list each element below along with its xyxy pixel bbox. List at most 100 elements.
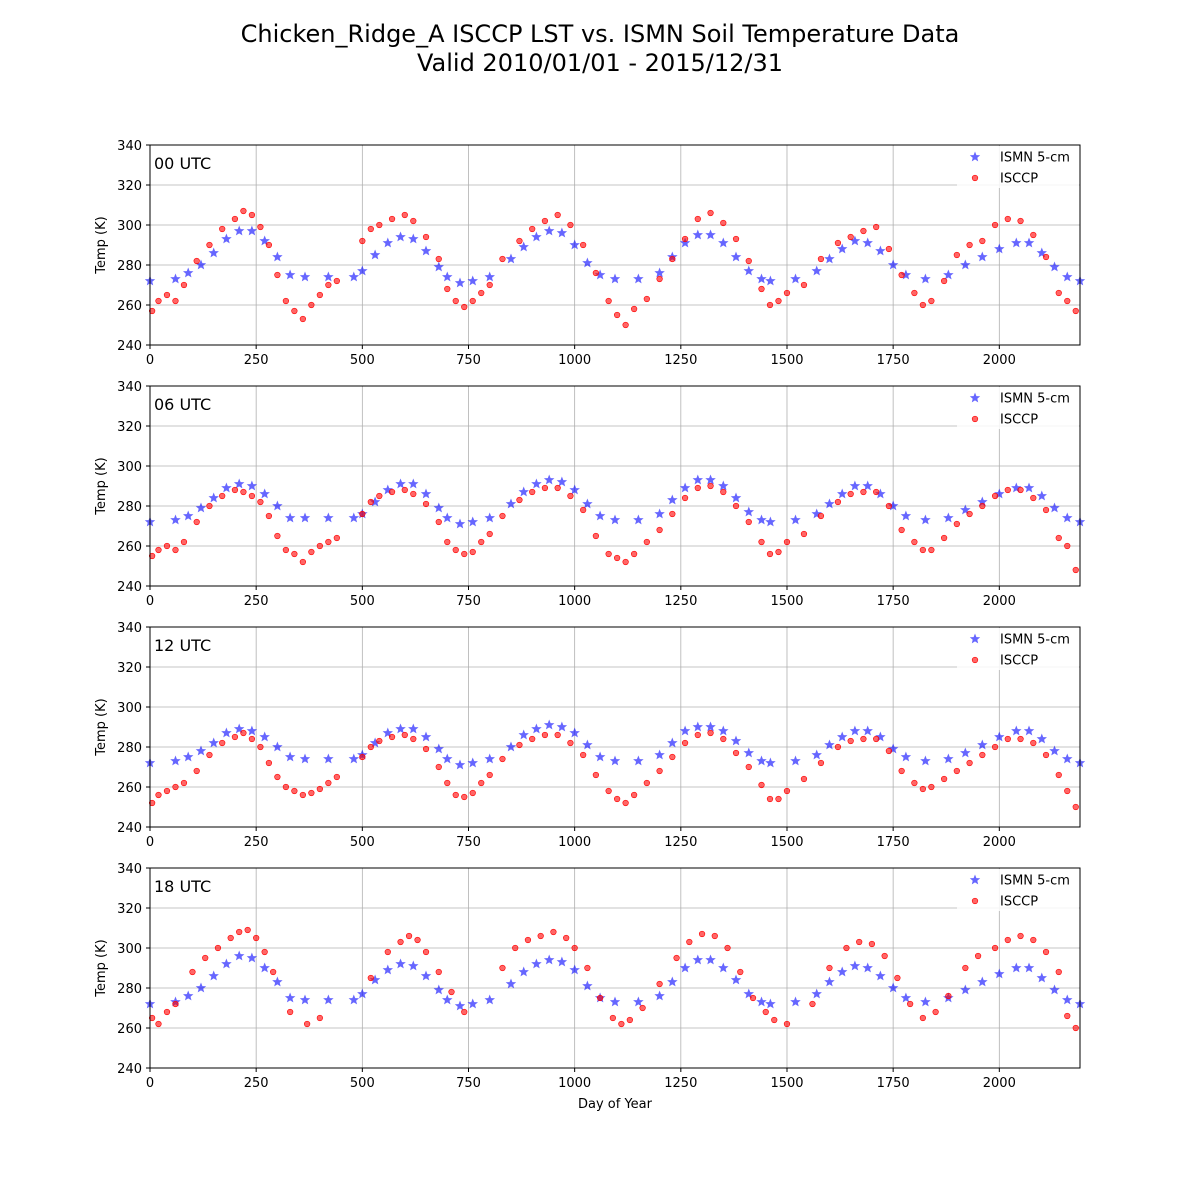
ismn-point <box>609 273 621 284</box>
isccp-point <box>265 241 273 249</box>
isccp-point <box>919 785 926 793</box>
isccp-point <box>248 211 256 219</box>
x-tick-label: 1250 <box>664 835 697 850</box>
isccp-point <box>410 217 417 225</box>
x-tick-label: 1750 <box>877 1076 910 1091</box>
ismn-point <box>348 271 360 282</box>
y-tick-label: 280 <box>117 741 142 756</box>
isccp-point <box>149 307 156 315</box>
ismn-point <box>875 970 886 981</box>
y-tick-label: 300 <box>117 219 142 234</box>
ismn-point <box>1049 502 1060 513</box>
isccp-point <box>809 1000 816 1008</box>
isccp-point <box>580 241 587 249</box>
ismn-point <box>977 251 988 262</box>
isccp-point <box>274 532 281 540</box>
isccp-point <box>622 558 629 566</box>
ismn-point <box>569 727 580 738</box>
ismn-point <box>246 480 258 491</box>
ismn-point <box>960 747 971 758</box>
ismn-point <box>284 269 296 280</box>
ismn-point <box>633 514 644 525</box>
isccp-point <box>563 934 570 942</box>
y-tick-label: 300 <box>117 701 142 716</box>
ismn-point <box>837 731 848 742</box>
legend-label: ISMN 5-cm <box>1000 874 1070 889</box>
legend: ISMN 5-cm ISCCP <box>957 869 1079 911</box>
isccp-point <box>486 530 493 538</box>
isccp-point <box>928 297 935 305</box>
x-axis-label: Day of Year <box>578 1097 653 1112</box>
isccp-point <box>435 763 442 771</box>
panel-label: 06 UTC <box>154 395 211 414</box>
ismn-point <box>692 954 703 965</box>
isccp-point <box>388 215 396 223</box>
ismn-point <box>543 474 555 485</box>
isccp-point <box>711 932 718 940</box>
ismn-point <box>654 990 665 1001</box>
panel-3: 0 250 500 750 1000 1250 1500 1750 2000 240 260 280 3… <box>94 862 1086 1112</box>
ismn-point <box>454 518 466 529</box>
ismn-point <box>887 743 899 754</box>
ismn-point <box>382 484 393 495</box>
ismn-point <box>323 271 334 282</box>
isccp-point <box>953 767 960 775</box>
isccp-point <box>541 731 549 739</box>
isccp-point <box>193 767 200 775</box>
y-tick-label: 240 <box>117 1062 142 1077</box>
isccp-point <box>580 751 587 759</box>
isccp-point <box>571 944 578 952</box>
ismn-point <box>705 954 716 965</box>
isccp-point <box>800 281 808 289</box>
ismn-point <box>543 954 555 965</box>
isccp-point <box>1004 936 1011 944</box>
legend-marker-circle <box>971 897 979 905</box>
isccp-point <box>643 295 650 303</box>
series-isccp <box>149 207 1079 329</box>
y-tick-label: 280 <box>117 500 142 515</box>
isccp-point <box>206 502 213 510</box>
isccp-point <box>932 1008 939 1016</box>
isccp-point <box>962 964 969 972</box>
legend-label: ISCCP <box>1000 172 1038 187</box>
isccp-point <box>282 546 289 554</box>
isccp-point <box>928 783 935 791</box>
legend: ISMN 5-cm ISCCP <box>957 387 1079 429</box>
ismn-point <box>849 235 861 246</box>
isccp-point <box>401 731 408 739</box>
ismn-point <box>467 516 478 527</box>
x-tick-label: 1500 <box>770 835 803 850</box>
isccp-point <box>800 775 808 783</box>
ismn-point <box>259 731 270 742</box>
ismn-point <box>1062 271 1073 282</box>
isccp-point <box>554 484 561 492</box>
ismn-point <box>208 492 219 503</box>
isccp-point <box>193 518 200 526</box>
isccp-point <box>1042 506 1050 514</box>
ismn-point <box>408 233 419 244</box>
ismn-point <box>531 231 542 242</box>
ismn-point <box>208 737 219 748</box>
legend-marker-star <box>969 633 981 644</box>
isccp-point <box>149 799 156 807</box>
ismn-point <box>1011 962 1022 973</box>
ismn-point <box>1011 725 1022 736</box>
isccp-point <box>231 486 239 494</box>
isccp-point <box>291 307 298 315</box>
ismn-point <box>259 235 270 246</box>
isccp-point <box>414 936 421 944</box>
ismn-point <box>756 514 767 525</box>
ismn-point <box>718 480 729 491</box>
ismn-point <box>259 488 270 499</box>
isccp-point <box>974 952 982 960</box>
isccp-point <box>669 510 676 518</box>
ismn-point <box>556 227 568 238</box>
isccp-point <box>1030 739 1037 747</box>
ismn-point <box>420 245 432 256</box>
panel-label-box <box>152 149 222 177</box>
isccp-point <box>817 255 825 263</box>
isccp-point <box>643 779 650 787</box>
panel-2: 0 250 500 750 1000 1250 1500 1750 2000 240 260 280 3… <box>94 621 1086 850</box>
isccp-point <box>732 502 740 510</box>
isccp-point <box>847 737 854 745</box>
